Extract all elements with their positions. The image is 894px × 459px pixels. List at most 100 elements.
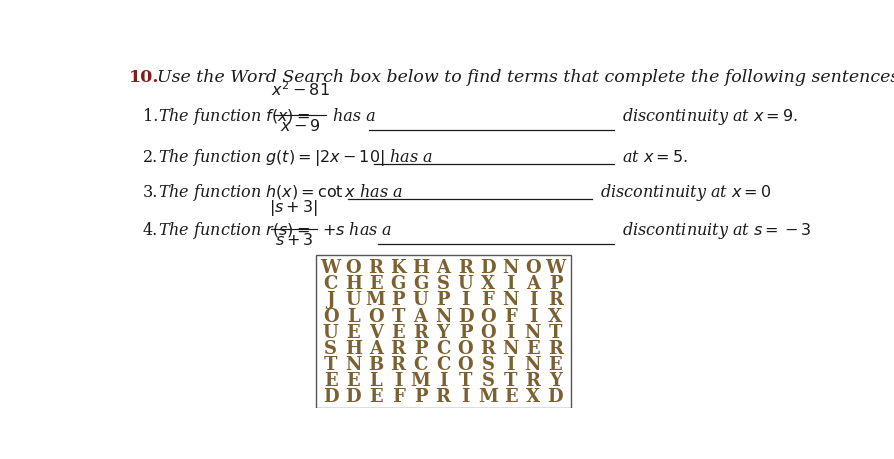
Text: U: U <box>458 274 474 293</box>
Text: B: B <box>368 355 384 373</box>
Text: E: E <box>527 339 540 357</box>
Text: P: P <box>436 291 450 309</box>
Text: K: K <box>391 258 406 276</box>
Text: N: N <box>502 258 519 276</box>
Text: $|s + 3|$: $|s + 3|$ <box>269 197 318 217</box>
Text: R: R <box>548 339 563 357</box>
Text: O: O <box>458 339 473 357</box>
Text: A: A <box>436 258 450 276</box>
Text: C: C <box>436 355 451 373</box>
Text: P: P <box>392 291 405 309</box>
Text: I: I <box>461 387 469 406</box>
Text: H: H <box>412 258 429 276</box>
Text: S: S <box>325 339 337 357</box>
Text: R: R <box>413 323 428 341</box>
Text: R: R <box>435 387 451 406</box>
Text: L: L <box>347 307 359 325</box>
Text: E: E <box>503 387 518 406</box>
Text: R: R <box>480 339 495 357</box>
Text: P: P <box>414 387 427 406</box>
Text: Y: Y <box>549 371 561 389</box>
Text: T: T <box>549 323 562 341</box>
Text: 4.: 4. <box>143 222 158 239</box>
Text: C: C <box>436 339 451 357</box>
Text: D: D <box>548 387 563 406</box>
Text: N: N <box>525 355 541 373</box>
Text: U: U <box>323 323 339 341</box>
Text: O: O <box>480 323 496 341</box>
Text: has a: has a <box>333 108 375 125</box>
Text: I: I <box>528 291 537 309</box>
Text: O: O <box>323 307 339 325</box>
Text: R: R <box>368 258 384 276</box>
Text: 10.: 10. <box>129 69 159 86</box>
Text: F: F <box>482 291 494 309</box>
Text: X: X <box>548 307 562 325</box>
Text: The function $f(x) =$: The function $f(x) =$ <box>158 106 310 127</box>
Text: U: U <box>413 291 428 309</box>
Text: $x^2 - 81$: $x^2 - 81$ <box>271 81 330 100</box>
Text: P: P <box>414 339 427 357</box>
Text: S: S <box>436 274 450 293</box>
Text: R: R <box>458 258 473 276</box>
Text: O: O <box>458 355 473 373</box>
Text: I: I <box>461 291 469 309</box>
Text: E: E <box>346 323 360 341</box>
Text: T: T <box>392 307 405 325</box>
Text: D: D <box>480 258 496 276</box>
Text: Use the Word Search box below to find terms that complete the following sentence: Use the Word Search box below to find te… <box>156 69 894 86</box>
Text: P: P <box>459 323 472 341</box>
Text: O: O <box>480 307 496 325</box>
Text: discontinuity at $x = 9$.: discontinuity at $x = 9$. <box>621 106 798 127</box>
Text: The function $r(s) =$: The function $r(s) =$ <box>158 220 310 241</box>
Text: D: D <box>345 387 361 406</box>
Text: T: T <box>324 355 337 373</box>
Text: F: F <box>392 387 405 406</box>
Text: E: E <box>369 387 383 406</box>
Text: L: L <box>369 371 382 389</box>
Text: E: E <box>549 355 562 373</box>
Text: W: W <box>321 258 341 276</box>
Text: W: W <box>545 258 566 276</box>
Text: A: A <box>526 274 540 293</box>
Text: S: S <box>482 371 494 389</box>
Text: I: I <box>439 371 447 389</box>
Text: H: H <box>345 274 362 293</box>
Text: I: I <box>506 323 515 341</box>
Text: F: F <box>504 307 517 325</box>
Text: R: R <box>391 355 406 373</box>
Text: I: I <box>528 307 537 325</box>
Text: E: E <box>392 323 405 341</box>
Text: J: J <box>326 291 335 309</box>
Text: discontinuity at $x = 0$: discontinuity at $x = 0$ <box>600 181 772 202</box>
Text: M: M <box>366 291 385 309</box>
Text: $+ s$ has a: $+ s$ has a <box>322 222 392 239</box>
Text: A: A <box>414 307 427 325</box>
Text: I: I <box>506 274 515 293</box>
Text: G: G <box>413 274 428 293</box>
Text: E: E <box>324 371 338 389</box>
Text: R: R <box>548 291 563 309</box>
Text: 3.: 3. <box>143 183 158 200</box>
Text: M: M <box>410 371 431 389</box>
Text: D: D <box>323 387 339 406</box>
Text: X: X <box>481 274 495 293</box>
Text: S: S <box>482 355 494 373</box>
Text: R: R <box>526 371 541 389</box>
Text: The function $g(t) = |2x - 10|$ has a: The function $g(t) = |2x - 10|$ has a <box>158 147 434 168</box>
Text: The function $h(x) = \cot x$ has a: The function $h(x) = \cot x$ has a <box>158 181 403 202</box>
Text: P: P <box>549 274 562 293</box>
Text: O: O <box>367 307 384 325</box>
Text: H: H <box>345 339 362 357</box>
Text: N: N <box>434 307 451 325</box>
Text: E: E <box>346 371 360 389</box>
Text: V: V <box>368 323 383 341</box>
Text: at $x = 5$.: at $x = 5$. <box>621 149 687 166</box>
Text: Y: Y <box>436 323 450 341</box>
Text: A: A <box>368 339 383 357</box>
Text: O: O <box>525 258 541 276</box>
Text: C: C <box>413 355 427 373</box>
Text: discontinuity at $s = -3$: discontinuity at $s = -3$ <box>621 220 812 241</box>
Text: X: X <box>526 387 540 406</box>
Text: M: M <box>478 387 498 406</box>
